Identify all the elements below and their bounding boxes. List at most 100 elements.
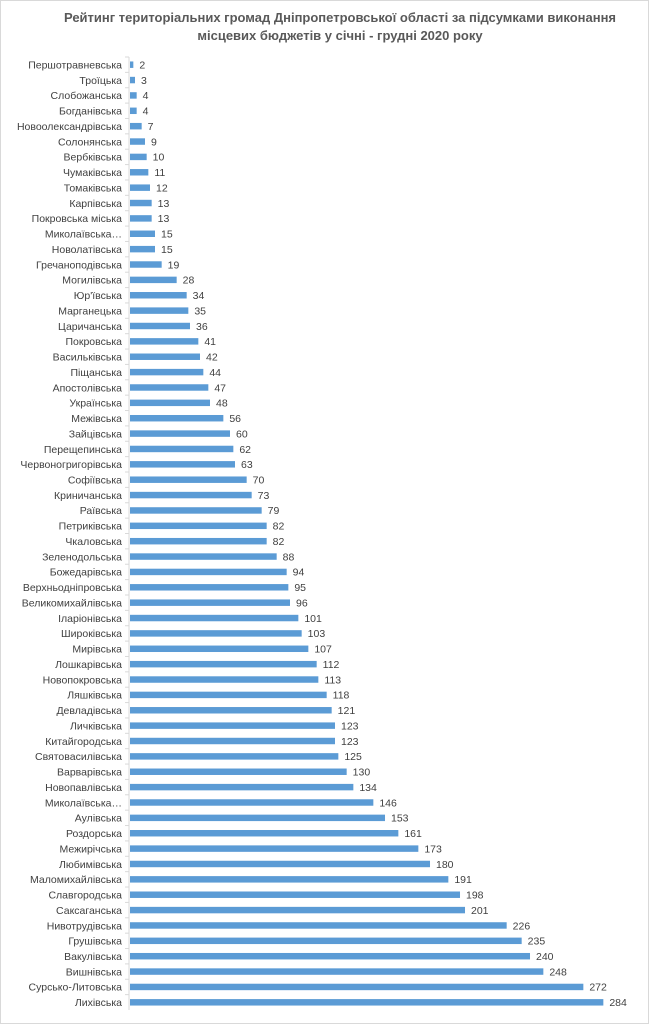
bar <box>130 245 155 253</box>
data-label: 60 <box>236 428 248 440</box>
bar <box>130 830 399 837</box>
data-label: 56 <box>229 413 241 425</box>
category-label: Томаківська <box>64 182 122 194</box>
bar <box>130 614 299 622</box>
data-label: 107 <box>314 644 332 656</box>
data-label: 70 <box>253 475 265 487</box>
bar <box>130 799 374 806</box>
bar <box>130 322 190 330</box>
bar <box>130 122 142 130</box>
data-label: 121 <box>338 705 356 717</box>
category-label: Васильківська <box>53 352 122 364</box>
category-label: Лихівська <box>75 997 122 1009</box>
category-label: Китайгородська <box>45 736 122 748</box>
category-label: Сурсько-Литовська <box>29 982 123 994</box>
category-label: Криничанська <box>54 490 122 502</box>
category-label: Девладівська <box>56 705 122 717</box>
category-label: Гречаноподівська <box>36 259 122 271</box>
data-label: 73 <box>258 490 270 502</box>
category-label: Іларіонівська <box>58 613 122 625</box>
bar <box>130 676 319 683</box>
bar <box>130 199 152 207</box>
bar <box>130 707 332 714</box>
category-label: Маломихайлівська <box>30 874 122 886</box>
category-label: Раївська <box>80 505 122 517</box>
category-label: Юр'ївська <box>74 290 122 302</box>
category-label: Чкаловська <box>65 536 122 548</box>
bar <box>130 230 155 237</box>
bar <box>130 445 234 453</box>
bar <box>130 384 209 391</box>
data-label: 134 <box>359 782 377 794</box>
data-label: 95 <box>294 582 306 594</box>
category-label: Саксаганська <box>56 905 122 917</box>
data-label: 82 <box>273 521 285 533</box>
category-label: Троїцька <box>79 75 122 87</box>
data-label: 82 <box>273 536 285 548</box>
data-label: 130 <box>353 767 371 779</box>
data-label: 36 <box>196 321 208 333</box>
bar <box>130 768 347 775</box>
category-label: Новоолександрівська <box>17 121 122 133</box>
category-label: Лошкарівська <box>55 659 122 671</box>
data-label: 15 <box>161 244 173 256</box>
bar <box>130 952 531 960</box>
bar <box>130 906 466 914</box>
category-label: Марганецька <box>58 305 122 317</box>
data-label: 123 <box>341 720 359 732</box>
data-label: 28 <box>183 275 195 287</box>
category-label: Чумаківська <box>63 167 122 179</box>
category-label: Піщанська <box>70 367 122 379</box>
bar <box>130 968 544 975</box>
data-label: 103 <box>308 628 326 640</box>
bar <box>130 630 302 637</box>
data-label: 198 <box>466 890 484 902</box>
bar <box>130 737 335 745</box>
bar <box>130 276 177 284</box>
data-label: 101 <box>304 613 322 625</box>
bar <box>130 645 309 653</box>
bar <box>130 845 419 852</box>
category-label: Новолатівська <box>52 244 122 256</box>
data-label: 4 <box>143 90 149 102</box>
data-label: 180 <box>436 859 454 871</box>
category-label: Вербківська <box>64 152 123 164</box>
category-label: Царичанська <box>58 321 122 333</box>
data-label: 112 <box>323 659 340 671</box>
bar <box>130 153 147 161</box>
bar <box>130 722 335 729</box>
data-label: 153 <box>391 813 409 825</box>
data-label: 4 <box>143 106 149 118</box>
bar <box>130 76 135 84</box>
bar <box>130 691 327 699</box>
data-label: 161 <box>404 828 422 840</box>
data-label: 34 <box>193 290 205 302</box>
data-label: 123 <box>341 736 359 748</box>
category-label: Карпівська <box>69 198 122 210</box>
bar <box>130 922 507 929</box>
category-label: Мирівська <box>72 644 122 656</box>
category-label: Миколаївська… <box>45 797 122 809</box>
data-label: 248 <box>549 966 567 978</box>
category-label: Личківська <box>70 720 122 732</box>
data-label: 79 <box>268 505 280 517</box>
data-label: 88 <box>283 551 295 563</box>
bar <box>130 983 584 991</box>
bar <box>130 491 252 499</box>
category-label: Софіївська <box>68 475 122 487</box>
data-label: 48 <box>216 398 228 410</box>
category-label: Божедарівська <box>50 567 122 579</box>
data-label: 35 <box>194 305 206 317</box>
data-label: 113 <box>324 674 341 686</box>
category-label: Зайцівська <box>69 428 122 440</box>
category-label: Солонянська <box>58 136 122 148</box>
category-label: Покровська <box>65 336 122 348</box>
bar <box>130 860 431 868</box>
data-label: 62 <box>239 444 251 456</box>
bar <box>130 660 317 668</box>
bar <box>130 353 200 360</box>
data-label: 44 <box>209 367 221 379</box>
category-label: Перещепинська <box>44 444 122 456</box>
data-label: 240 <box>536 951 554 963</box>
bar <box>130 338 199 345</box>
